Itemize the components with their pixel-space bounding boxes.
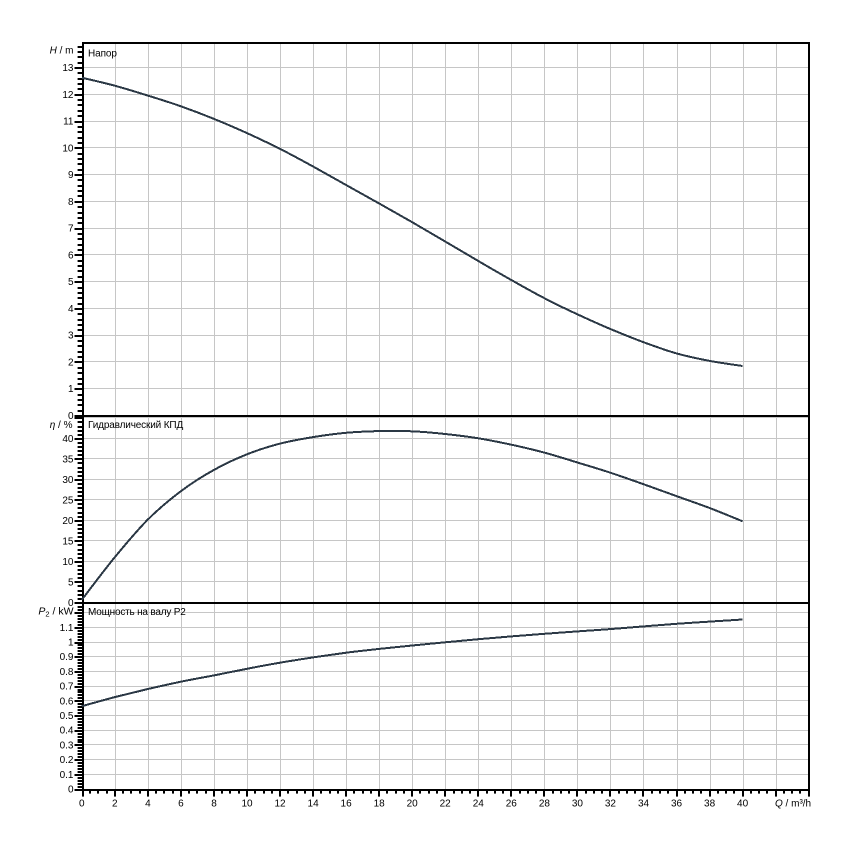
svg-text:28: 28 [539, 798, 551, 809]
svg-text:12: 12 [274, 798, 286, 809]
svg-text:26: 26 [506, 798, 518, 809]
svg-text:20: 20 [407, 798, 419, 809]
svg-text:10: 10 [241, 798, 253, 809]
svg-text:0.8: 0.8 [60, 667, 74, 678]
svg-text:8: 8 [211, 798, 217, 809]
svg-text:2: 2 [112, 798, 118, 809]
svg-text:13: 13 [62, 63, 74, 74]
svg-text:3: 3 [68, 331, 74, 342]
svg-text:Гидравлический КПД: Гидравлический КПД [88, 420, 183, 431]
svg-text:38: 38 [704, 798, 716, 809]
svg-text:η / %: η / % [50, 420, 73, 431]
svg-text:7: 7 [68, 224, 74, 235]
svg-text:18: 18 [374, 798, 386, 809]
svg-text:0.7: 0.7 [60, 682, 74, 693]
svg-text:H / m: H / m [50, 46, 74, 57]
svg-text:1.1: 1.1 [60, 623, 74, 634]
svg-text:0: 0 [79, 798, 85, 809]
svg-text:20: 20 [62, 516, 74, 527]
svg-text:25: 25 [62, 495, 74, 506]
svg-text:0.6: 0.6 [60, 696, 74, 707]
svg-text:Мощность на валу P2: Мощность на валу P2 [88, 607, 186, 618]
svg-text:30: 30 [62, 475, 74, 486]
svg-text:Q / m³/h: Q / m³/h [775, 798, 811, 809]
svg-text:15: 15 [62, 536, 74, 547]
svg-text:0.5: 0.5 [60, 711, 74, 722]
svg-text:9: 9 [68, 170, 74, 181]
svg-text:36: 36 [671, 798, 683, 809]
svg-text:30: 30 [572, 798, 584, 809]
svg-text:1: 1 [68, 638, 74, 649]
svg-text:4: 4 [68, 304, 74, 315]
svg-text:0.1: 0.1 [60, 770, 74, 781]
svg-text:35: 35 [62, 454, 74, 465]
svg-text:40: 40 [737, 798, 749, 809]
svg-text:0.2: 0.2 [60, 755, 74, 766]
svg-text:0: 0 [68, 411, 74, 422]
svg-text:1: 1 [68, 384, 74, 395]
svg-text:14: 14 [308, 798, 320, 809]
svg-text:22: 22 [440, 798, 452, 809]
svg-text:34: 34 [638, 798, 650, 809]
svg-text:0.4: 0.4 [60, 726, 74, 737]
svg-text:Напор: Напор [88, 49, 117, 60]
svg-text:10: 10 [62, 557, 74, 568]
svg-text:12: 12 [62, 90, 74, 101]
svg-text:16: 16 [341, 798, 353, 809]
svg-text:40: 40 [62, 434, 74, 445]
svg-text:24: 24 [473, 798, 485, 809]
svg-text:0: 0 [68, 785, 74, 796]
svg-text:P2 / kW: P2 / kW [38, 605, 73, 618]
svg-text:8: 8 [68, 197, 74, 208]
svg-text:6: 6 [178, 798, 184, 809]
svg-text:6: 6 [68, 250, 74, 261]
svg-text:11: 11 [63, 117, 74, 128]
svg-text:2: 2 [68, 358, 74, 369]
svg-text:0.9: 0.9 [60, 652, 74, 663]
svg-text:32: 32 [605, 798, 617, 809]
svg-text:5: 5 [68, 577, 74, 588]
svg-text:5: 5 [68, 277, 74, 288]
svg-text:10: 10 [62, 143, 74, 154]
svg-text:0.3: 0.3 [60, 740, 74, 751]
svg-text:0: 0 [68, 598, 74, 609]
svg-text:4: 4 [145, 798, 151, 809]
